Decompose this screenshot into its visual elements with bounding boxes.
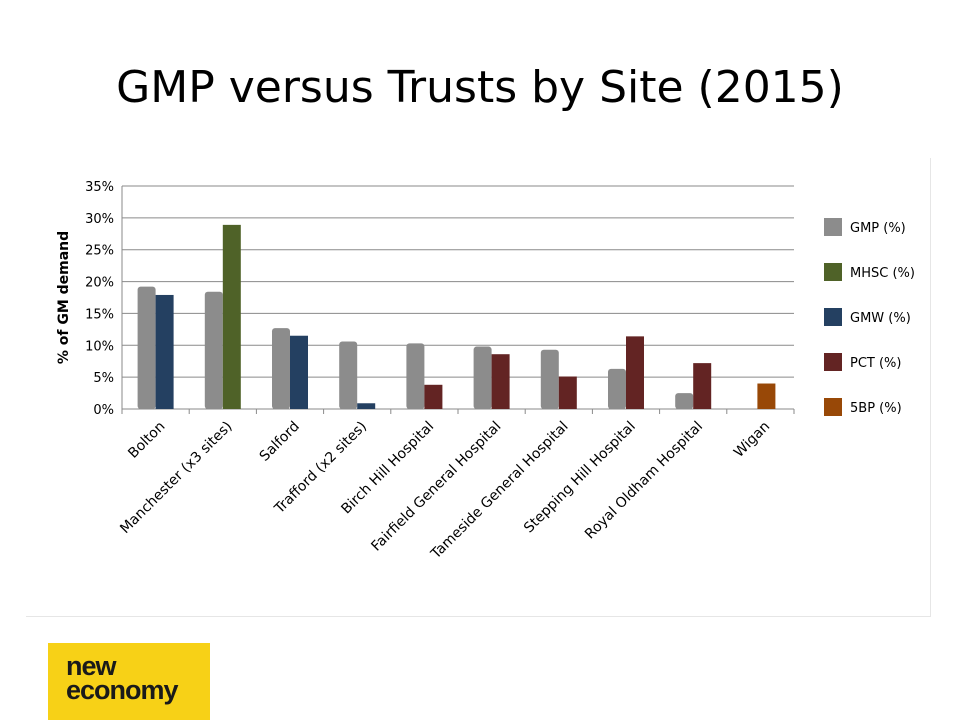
- legend-swatch-mhsc: [824, 263, 842, 281]
- bar-gmp-1: [204, 291, 223, 409]
- bar-gmw-0: [155, 294, 174, 409]
- legend-label: GMW (%): [850, 311, 911, 326]
- legend-swatch-gmp: [824, 218, 842, 236]
- y-tick-label: 15%: [85, 307, 114, 322]
- bar-chart: 0% 5% 10% 15% 20% 25% 30% 35% % of GM demand Bolt…: [56, 180, 915, 563]
- bar-gmp-4: [406, 343, 425, 409]
- bar-gmp-5: [473, 346, 492, 409]
- legend-label: GMP (%): [850, 221, 906, 236]
- bar-gmp-0: [137, 286, 156, 409]
- legend-swatch-5bp: [824, 398, 842, 416]
- legend-label: 5BP (%): [850, 401, 902, 416]
- legend-swatch-pct: [824, 353, 842, 371]
- x-category-label: Bolton: [125, 419, 168, 462]
- x-category-label: Royal Oldham Hospital: [582, 419, 706, 543]
- legend-swatch-gmw: [824, 308, 842, 326]
- bar-pct-8: [693, 363, 712, 409]
- new-economy-logo: new economy: [48, 643, 210, 720]
- x-category-label: Salford: [257, 419, 303, 465]
- y-tick-label: 5%: [93, 371, 114, 386]
- y-tick-label: 30%: [85, 212, 114, 227]
- x-category-label: Wigan: [731, 419, 773, 461]
- bar-5bp-9: [757, 383, 776, 409]
- bar-gmp-8: [675, 393, 694, 409]
- bar-gmp-2: [272, 328, 290, 409]
- x-category-label: Fairfield General Hospital: [368, 419, 504, 555]
- y-tick-label: 25%: [85, 244, 114, 259]
- bar-pct-4: [424, 384, 443, 409]
- bar-gmp-7: [608, 368, 626, 409]
- y-axis-title: % of GM demand: [56, 231, 72, 364]
- bar-gmw-2: [290, 335, 308, 409]
- x-category-label: Tameside General Hospital: [427, 419, 571, 563]
- chart-frame: 0% 5% 10% 15% 20% 25% 30% 35% % of GM demand Bolt…: [26, 158, 931, 617]
- bar-gmp-3: [339, 341, 358, 409]
- y-tick-label: 20%: [85, 276, 114, 291]
- slide-title: GMP versus Trusts by Site (2015): [116, 62, 844, 113]
- y-tick-label: 35%: [85, 180, 114, 195]
- bar-pct-5: [491, 354, 510, 409]
- bar-pct-6: [558, 376, 577, 409]
- y-tick-label: 10%: [85, 339, 114, 354]
- legend-label: PCT (%): [850, 356, 902, 371]
- bar-mhsc-1: [222, 224, 241, 409]
- legend-label: MHSC (%): [850, 266, 915, 281]
- x-category-label: Stepping Hill Hospital: [521, 419, 639, 537]
- logo-line-1: new: [66, 651, 117, 681]
- bar-gmw-3: [357, 403, 376, 409]
- x-category-label: Manchester (x3 sites): [117, 419, 235, 537]
- logo-line-2: economy: [66, 675, 179, 705]
- y-tick-label: 0%: [93, 403, 114, 418]
- bar-pct-7: [626, 336, 644, 409]
- bar-gmp-6: [540, 349, 559, 409]
